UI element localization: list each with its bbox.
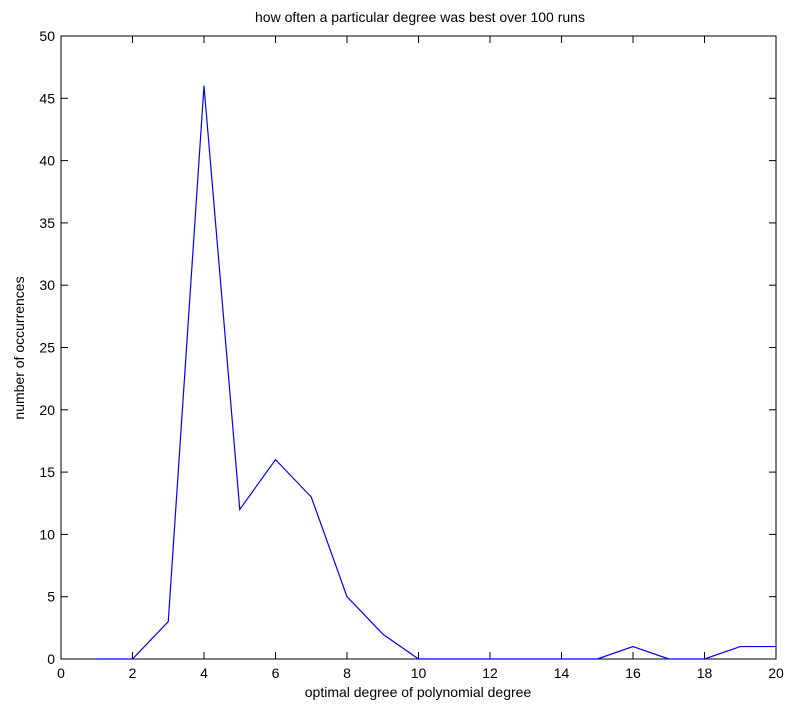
chart-title: how often a particular degree was best o… xyxy=(255,9,585,25)
y-tick-label: 50 xyxy=(39,28,55,44)
series-layer xyxy=(96,85,776,660)
y-tick-label: 30 xyxy=(39,277,55,293)
x-tick-label: 18 xyxy=(697,665,713,681)
x-tick-label: 2 xyxy=(129,665,137,681)
y-axis-title: number of occurrences xyxy=(11,276,27,419)
x-tick-label: 0 xyxy=(57,665,65,681)
y-tick-label: 15 xyxy=(39,464,55,480)
y-axis: 0 5 10 15 20 25 30 35 40 45 50 xyxy=(39,28,776,667)
x-tick-label: 8 xyxy=(343,665,351,681)
x-axis-title: optimal degree of polynomial degree xyxy=(305,684,532,700)
y-tick-label: 10 xyxy=(39,526,55,542)
x-tick-label: 10 xyxy=(411,665,427,681)
x-tick-label: 12 xyxy=(482,665,498,681)
x-axis: 0 2 4 6 8 10 12 14 16 18 20 xyxy=(57,36,784,681)
plot-area-frame xyxy=(60,35,777,660)
y-tick-label: 5 xyxy=(47,589,55,605)
x-tick-label: 4 xyxy=(200,665,208,681)
y-tick-label: 35 xyxy=(39,215,55,231)
x-tick-label: 6 xyxy=(272,665,280,681)
y-tick-label: 25 xyxy=(39,340,55,356)
y-tick-label: 20 xyxy=(39,402,55,418)
x-tick-label: 16 xyxy=(625,665,641,681)
series-line xyxy=(96,85,776,660)
y-tick-label: 45 xyxy=(39,90,55,106)
x-tick-label: 14 xyxy=(554,665,570,681)
y-tick-label: 0 xyxy=(47,651,55,667)
y-tick-label: 40 xyxy=(39,153,55,169)
x-tick-label: 20 xyxy=(768,665,784,681)
